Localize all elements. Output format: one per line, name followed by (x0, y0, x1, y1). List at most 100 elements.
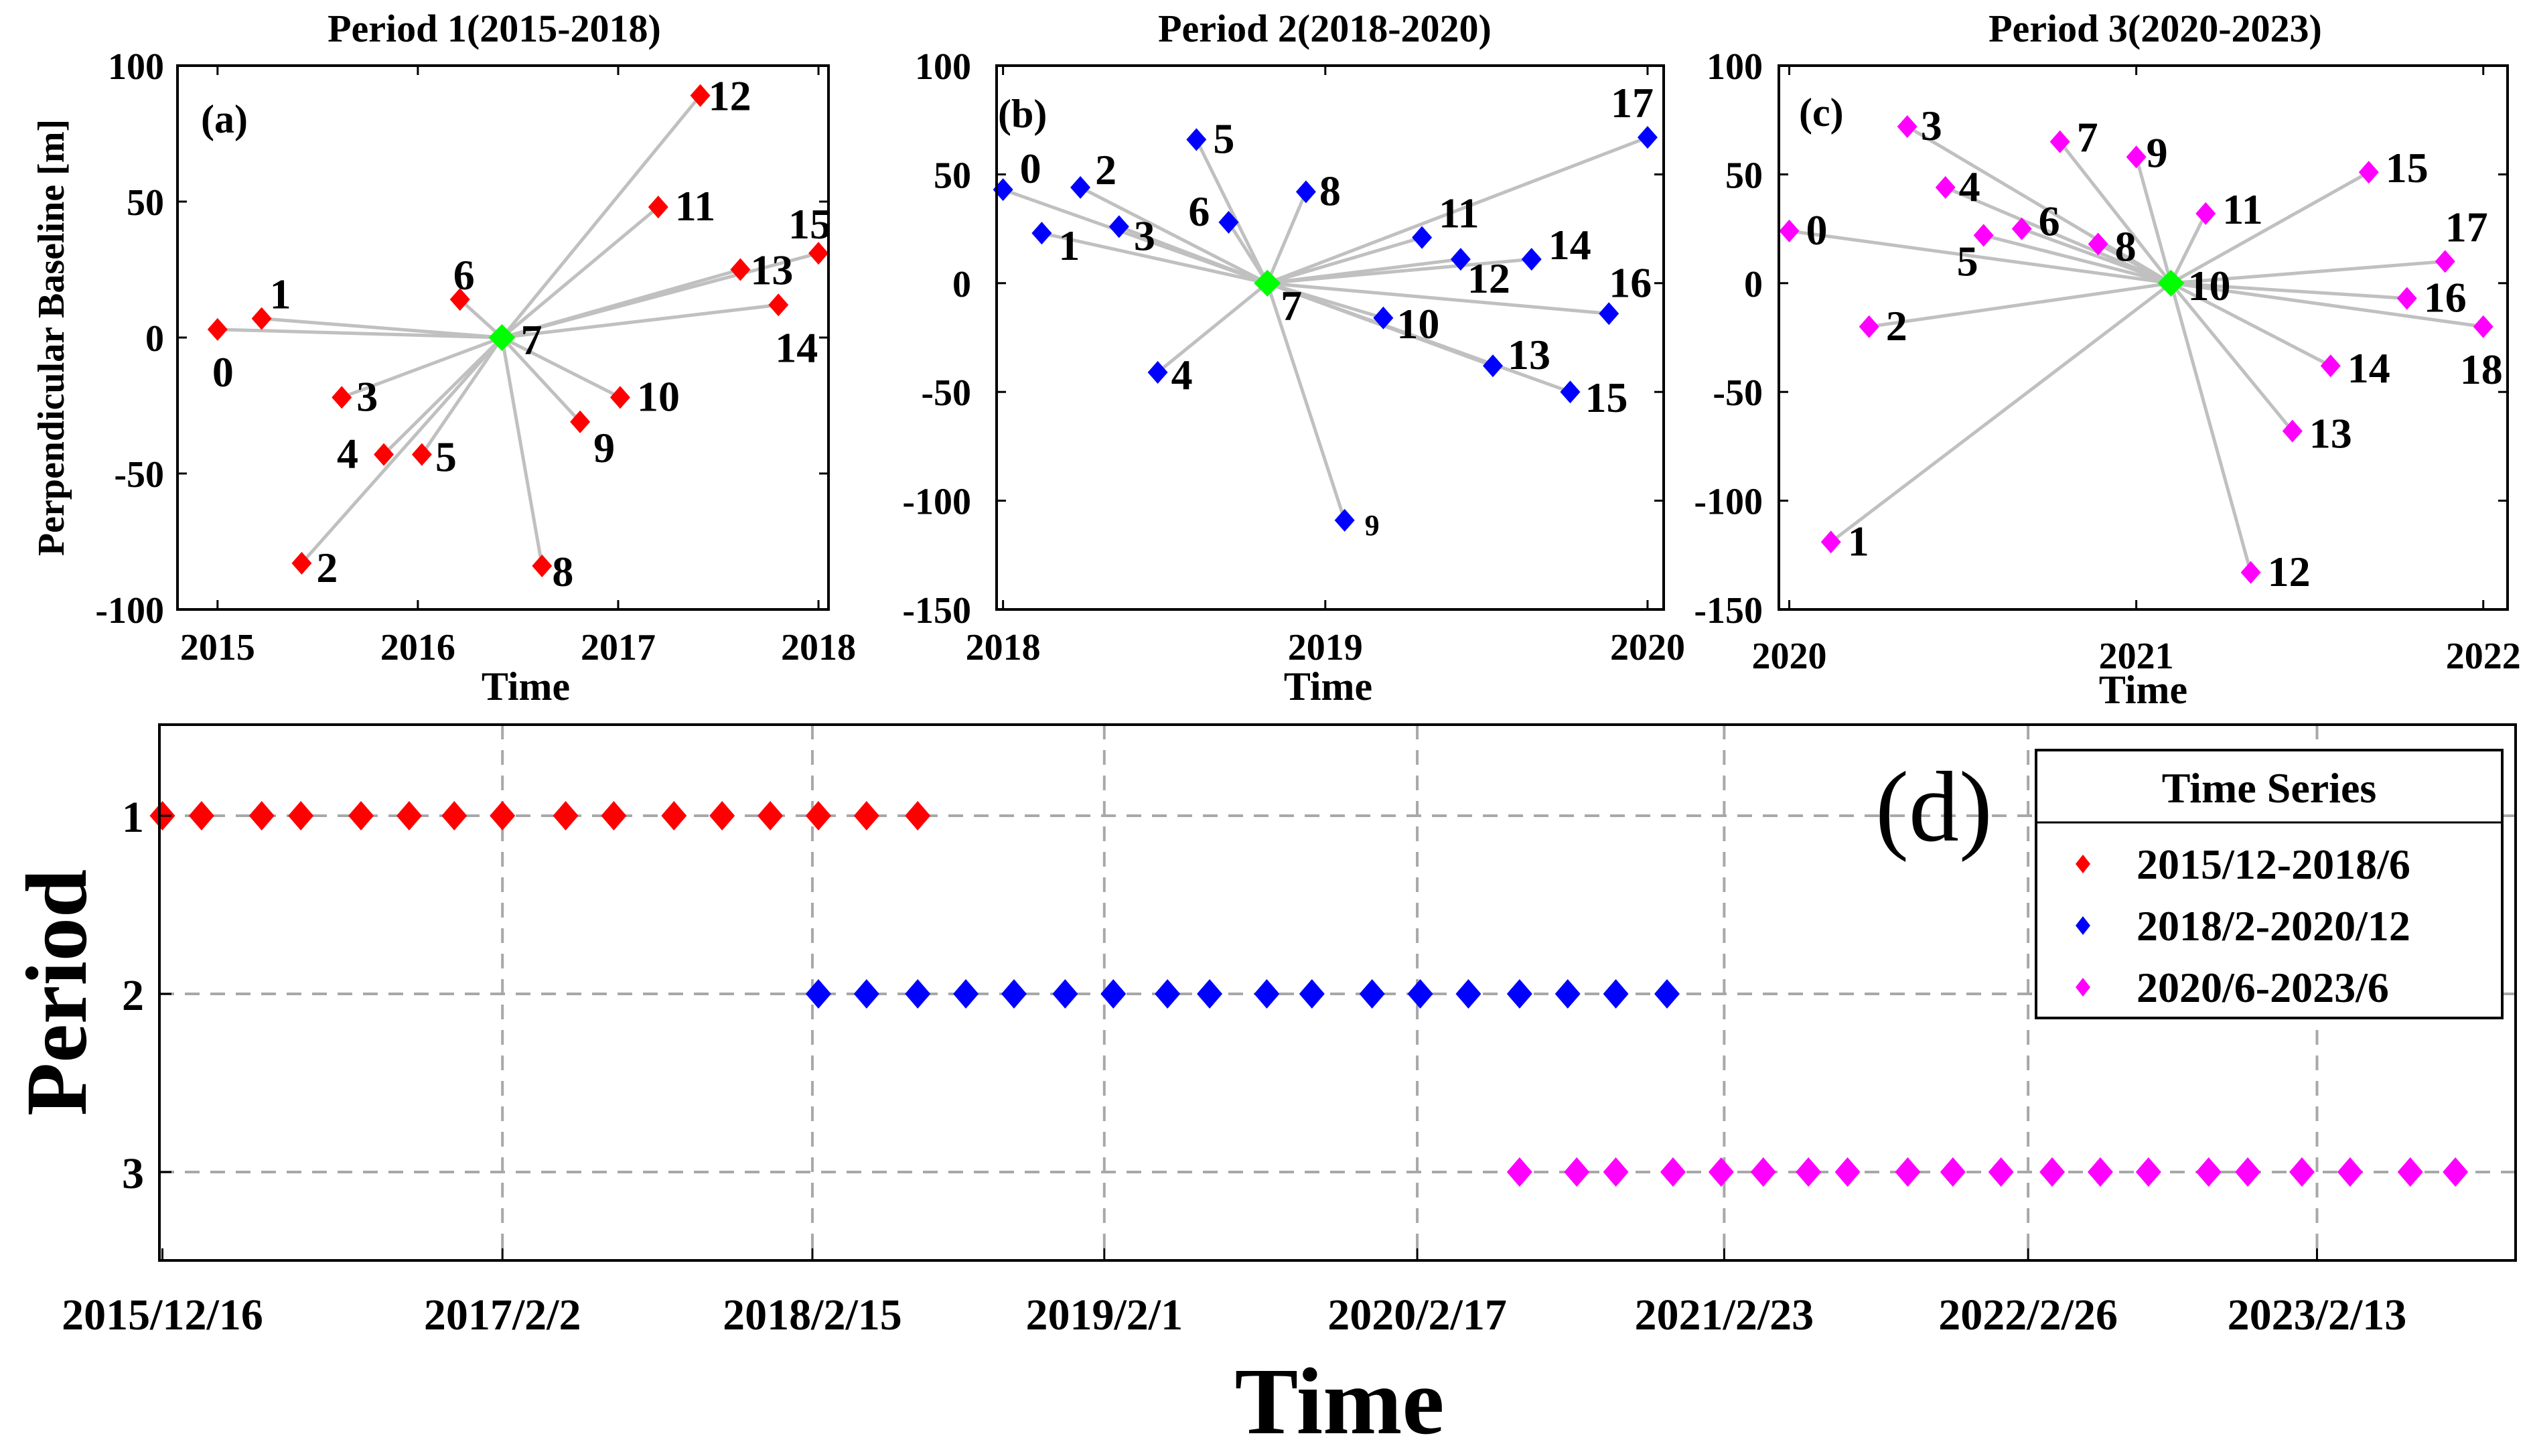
point-label-13: 13 (2309, 410, 2352, 457)
x-tick-label: 2017/2/2 (424, 1291, 581, 1339)
y-tick-label: -150 (1694, 590, 1763, 632)
y-tick-label: 100 (108, 46, 164, 88)
y-tick-label: 2 (122, 971, 144, 1020)
legend-entry-3: 2020/6-2023/6 (2137, 964, 2389, 1011)
point-label-7: 7 (1281, 282, 1302, 330)
point-label-5: 5 (1957, 237, 1978, 285)
acquisition-point-5 (1186, 128, 1207, 151)
period-1-acquisition-8 (553, 801, 579, 830)
baseline-edge-13 (2169, 282, 2294, 433)
baseline-edge-2 (1079, 186, 1269, 285)
x-tick-label: 2020/2/17 (1327, 1291, 1507, 1339)
x-tick-label: 2015/12/16 (62, 1291, 263, 1339)
panel-c-title: Period 3(2020-2023) (1988, 7, 2322, 50)
point-label-13: 13 (1508, 331, 1550, 378)
baseline-edge-15 (2170, 170, 2370, 285)
acquisition-point-18 (2473, 315, 2493, 338)
period-3-acquisition-9 (1940, 1157, 1966, 1187)
acquisition-point-14 (1521, 248, 1542, 271)
period-1-acquisition-3 (288, 801, 314, 830)
x-tick-label: 2022/2/26 (1938, 1291, 2118, 1339)
period-2-acquisition-5 (1052, 979, 1078, 1009)
period-1-acquisition-12 (757, 801, 784, 830)
panel-b-baseline-plot: Period 2(2018-2020) 01234567891011121314… (902, 7, 1685, 709)
period-2-acquisition-0 (805, 979, 831, 1009)
y-tick-label: 0 (145, 318, 164, 360)
point-label-10: 10 (637, 372, 680, 420)
acquisition-point-13 (2282, 419, 2303, 443)
legend-title: Time Series (2162, 764, 2377, 812)
acquisition-point-11 (2195, 202, 2216, 225)
point-label-12: 12 (709, 72, 751, 120)
point-label-15: 15 (2386, 144, 2429, 192)
baseline-edge-1 (1830, 281, 2172, 544)
period-1-acquisition-9 (601, 801, 627, 830)
x-tick-label: 2015 (180, 627, 255, 668)
baseline-edge-8 (500, 337, 544, 567)
period-3-acquisition-2 (1603, 1157, 1629, 1187)
point-label-17: 17 (2445, 203, 2488, 250)
legend-entry-2: 2018/2-2020/12 (2137, 902, 2410, 950)
acquisition-point-2 (1070, 175, 1091, 199)
baseline-edge-2 (300, 336, 504, 565)
panel-b-panel-label: (b) (998, 92, 1047, 136)
point-label-14: 14 (2347, 344, 2390, 392)
point-label-2: 2 (1095, 146, 1116, 194)
acquisition-point-12 (690, 84, 711, 107)
baseline-edge-6 (1227, 221, 1269, 285)
baseline-edge-14 (2170, 281, 2331, 368)
point-label-16: 16 (2424, 274, 2467, 321)
acquisition-point-4 (1147, 360, 1168, 384)
baseline-edge-8 (1265, 191, 1308, 284)
panel-c-baseline-plot: Period 3(2020-2023) 01234567891011121314… (1694, 7, 2520, 712)
point-label-7: 7 (2077, 114, 2098, 161)
panel-a-title: Period 1(2015-2018) (328, 7, 661, 50)
panel-c-xlabel: Time (2099, 668, 2187, 712)
acquisition-point-17 (2435, 250, 2455, 273)
baseline-edge-14 (502, 303, 779, 340)
x-tick-label: 2018/2/15 (723, 1291, 902, 1339)
point-label-2: 2 (1886, 302, 1907, 350)
point-label-6: 6 (2039, 198, 2060, 245)
baseline-edge-11 (1267, 236, 1423, 285)
baseline-edge-5 (1983, 233, 2172, 285)
panel-d-legend: Time Series 2015/12-2018/6 2018/2-2020/12… (2035, 749, 2504, 1019)
baseline-edge-16 (1267, 281, 1609, 315)
period-2-acquisition-15 (1554, 979, 1581, 1009)
point-label-14: 14 (1548, 221, 1591, 269)
x-tick-label: 2019/2/1 (1025, 1291, 1183, 1339)
period-2-acquisition-4 (1001, 979, 1027, 1009)
acquisition-point-11 (648, 196, 668, 219)
point-label-11: 11 (675, 182, 715, 230)
x-tick-label: 2019 (1288, 627, 1363, 668)
acquisition-point-3 (1897, 115, 1918, 138)
point-label-3: 3 (1921, 102, 1942, 149)
acquisition-point-9 (2126, 145, 2147, 169)
legend-marker-1 (2076, 855, 2090, 873)
point-label-4: 4 (337, 430, 358, 478)
baseline-edge-14 (1267, 257, 1532, 285)
point-label-6: 6 (1188, 188, 1210, 235)
acquisition-point-9 (1334, 508, 1355, 532)
y-tick-label: -150 (902, 590, 971, 632)
x-tick-label: 2021/2/23 (1635, 1291, 1814, 1339)
point-label-0: 0 (1020, 145, 1041, 192)
baseline-edge-3 (1118, 225, 1269, 285)
baseline-edge-18 (2171, 281, 2484, 329)
master-point-10 (2157, 269, 2185, 297)
acquisition-point-4 (1935, 175, 1956, 199)
period-1-acquisition-5 (396, 801, 422, 830)
y-tick-label: 100 (1707, 46, 1763, 88)
acquisition-point-12 (2240, 561, 2261, 584)
acquisition-point-7 (2049, 130, 2070, 153)
period-3-acquisition-17 (2337, 1157, 2363, 1187)
acquisition-point-15 (808, 242, 829, 265)
period-1-acquisition-6 (441, 801, 467, 830)
period-2-acquisition-14 (1506, 979, 1532, 1009)
period-3-acquisition-4 (1708, 1157, 1734, 1187)
x-tick-label: 2022 (2446, 636, 2521, 677)
point-label-13: 13 (750, 246, 793, 294)
acquisition-point-2 (1859, 315, 1879, 338)
point-label-5: 5 (1213, 115, 1234, 162)
acquisition-point-10 (609, 386, 630, 409)
